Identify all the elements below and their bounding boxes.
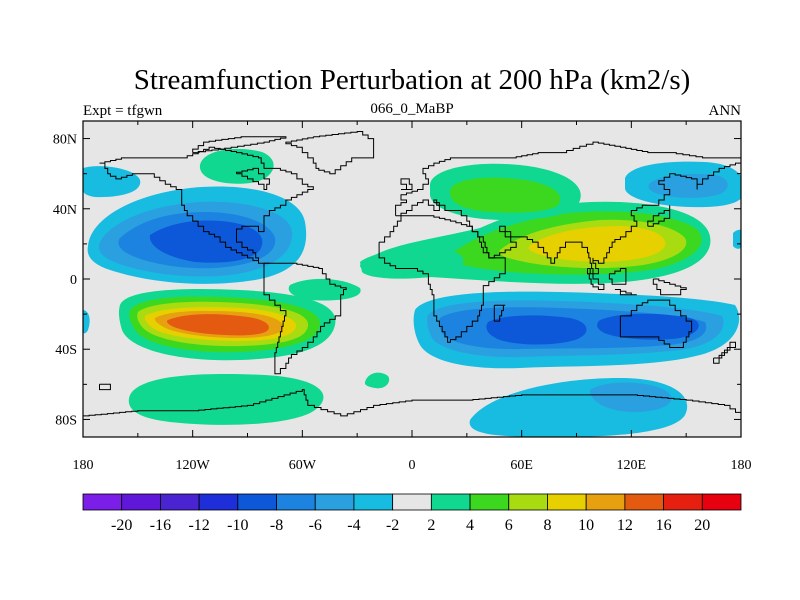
season-label: ANN <box>709 103 742 119</box>
colorbar-label: -2 <box>386 517 399 534</box>
plot-area <box>83 121 741 437</box>
coastline-segment <box>192 136 287 154</box>
coastline-segment <box>263 262 347 375</box>
coastline-segment <box>647 205 671 227</box>
colorbar-swatch <box>276 493 316 511</box>
coastline-segment <box>285 131 375 175</box>
colorbar-swatch <box>237 493 277 511</box>
x-axis: 180 120W 60W 0 60E 120E 180 <box>73 121 752 473</box>
x-tick-label: 180 <box>731 458 752 473</box>
colorbar-swatch <box>198 493 239 511</box>
colorbar-label: -6 <box>309 517 322 534</box>
colorbar-swatch <box>82 493 123 511</box>
colorbar-label: 4 <box>466 517 474 534</box>
colorbar-swatch <box>392 493 432 511</box>
case-label: 066_0_MaBP <box>370 101 453 117</box>
colorbar-label: -16 <box>150 517 171 534</box>
colorbar-label: -20 <box>111 517 132 534</box>
anomaly-west-pacific-edge <box>83 166 741 334</box>
chart-title: Streamfunction Perturbation at 200 hPa (… <box>134 64 691 96</box>
coastline-segment <box>99 383 111 391</box>
colorbar-swatch <box>469 493 510 511</box>
coastline-segment <box>713 341 736 364</box>
x-tick-label: 120E <box>617 458 647 473</box>
anomaly-indian-ocean-low <box>413 291 740 369</box>
colorbar-label: -4 <box>347 517 360 534</box>
contour-fills <box>83 148 741 437</box>
colorbar-swatch <box>121 493 161 511</box>
x-tick-label: 60E <box>510 458 533 473</box>
anomaly-southern-indian-low <box>469 378 688 437</box>
colorbar-label: 20 <box>694 517 710 534</box>
y-tick-label: 40S <box>55 343 77 358</box>
x-tick-label: 120W <box>176 458 211 473</box>
colorbar-swatch <box>701 493 742 511</box>
y-axis: 80N 40N 0 40S 80S <box>53 133 741 428</box>
coastline-segment <box>493 304 506 322</box>
colorbar-label: 8 <box>543 517 551 534</box>
colorbar-swatch <box>508 493 548 511</box>
anomaly-southern-ocean-positive <box>128 372 390 425</box>
colorbar-label: 6 <box>505 517 513 534</box>
y-tick-label: 40N <box>53 203 77 218</box>
coastline-segment <box>395 141 741 275</box>
colorbar-label: -8 <box>270 517 283 534</box>
colorbar-swatch <box>585 493 626 511</box>
y-tick-label: 80N <box>53 133 77 148</box>
coastlines <box>83 131 741 417</box>
y-tick-label: 0 <box>70 273 77 288</box>
anomaly-arctic-positive <box>199 148 274 184</box>
x-tick-label: 60W <box>289 458 317 473</box>
colorbar-label: -12 <box>188 517 209 534</box>
anomaly-north-pacific-low <box>87 186 307 284</box>
experiment-label: Expt = tfgwn <box>83 103 163 119</box>
anomaly-northeast-pacific-low <box>625 161 741 208</box>
coastline-segment <box>587 268 605 290</box>
coastline-segment <box>99 146 314 264</box>
colorbar-swatch <box>160 493 200 511</box>
colorbar-swatch <box>624 493 664 511</box>
colorbar-swatch <box>353 493 394 511</box>
coastline-segment <box>608 268 627 285</box>
coastline-segment <box>83 389 741 417</box>
coastline-segment <box>614 289 637 296</box>
coastline-segment <box>652 278 687 296</box>
coastline-segment <box>236 167 270 190</box>
colorbar-label: 12 <box>617 517 633 534</box>
colorbar-label: 10 <box>578 517 594 534</box>
anomaly-siberia-positive <box>430 163 581 220</box>
x-tick-label: 180 <box>73 458 94 473</box>
colorbar-swatch <box>663 493 703 511</box>
colorbar: -20 -16 -12 -10 -8 -6 -4 -2 2 4 6 8 10 12 16 20 <box>82 493 742 534</box>
colorbar-swatch <box>314 493 355 511</box>
anomaly-south-pacific-high <box>118 288 336 361</box>
coastline-segment <box>619 299 693 348</box>
coastline-segment <box>400 178 413 190</box>
y-tick-label: 80S <box>55 413 77 428</box>
x-tick-label: 0 <box>409 458 416 473</box>
coastline-segment <box>378 215 506 343</box>
colorbar-swatch <box>430 493 471 511</box>
colorbar-swatch <box>547 493 587 511</box>
colorbar-label: 2 <box>427 517 435 534</box>
colorbar-label: -10 <box>227 517 248 534</box>
colorbar-label: 16 <box>656 517 672 534</box>
